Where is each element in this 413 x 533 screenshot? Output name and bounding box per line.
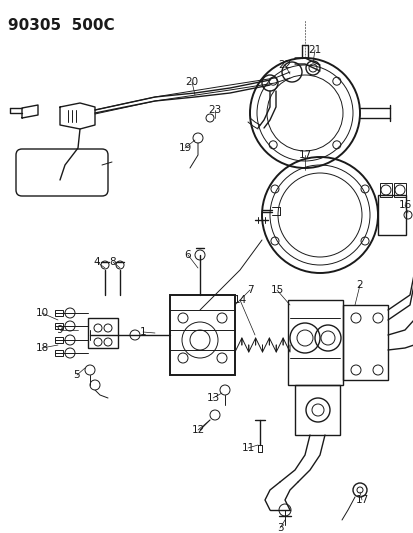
Text: 21: 21 (308, 45, 321, 55)
Text: 90305  500C: 90305 500C (8, 18, 114, 33)
Text: 20: 20 (185, 77, 198, 87)
Text: 23: 23 (208, 105, 221, 115)
Text: 7: 7 (246, 285, 253, 295)
Bar (88, 318, 118, 348)
Text: 17: 17 (354, 495, 368, 505)
Text: 10: 10 (36, 308, 48, 318)
Text: 8: 8 (109, 257, 116, 267)
Text: 12: 12 (191, 425, 204, 435)
Bar (55, 323, 63, 329)
Text: 15: 15 (270, 285, 283, 295)
Text: 11: 11 (241, 443, 254, 453)
Bar (170, 295, 235, 375)
Text: 19: 19 (178, 143, 191, 153)
Bar (393, 183, 405, 197)
Bar (294, 385, 339, 435)
Bar (379, 183, 391, 197)
Bar (55, 310, 63, 316)
Text: 14: 14 (233, 295, 246, 305)
Text: 13: 13 (206, 393, 219, 403)
Bar (287, 300, 342, 385)
Text: 3: 3 (276, 523, 282, 533)
Text: 4: 4 (93, 257, 100, 267)
Text: 18: 18 (35, 343, 48, 353)
Bar (377, 195, 405, 235)
Text: 2: 2 (356, 280, 363, 290)
Text: 6: 6 (184, 250, 191, 260)
Text: 1: 1 (139, 327, 146, 337)
Text: 22: 22 (278, 60, 291, 70)
Bar (55, 350, 63, 356)
Bar (55, 337, 63, 343)
Text: 16: 16 (397, 200, 411, 210)
Bar (342, 305, 387, 380)
Text: 9: 9 (57, 325, 63, 335)
Text: 17: 17 (298, 150, 311, 160)
Text: 5: 5 (74, 370, 80, 380)
